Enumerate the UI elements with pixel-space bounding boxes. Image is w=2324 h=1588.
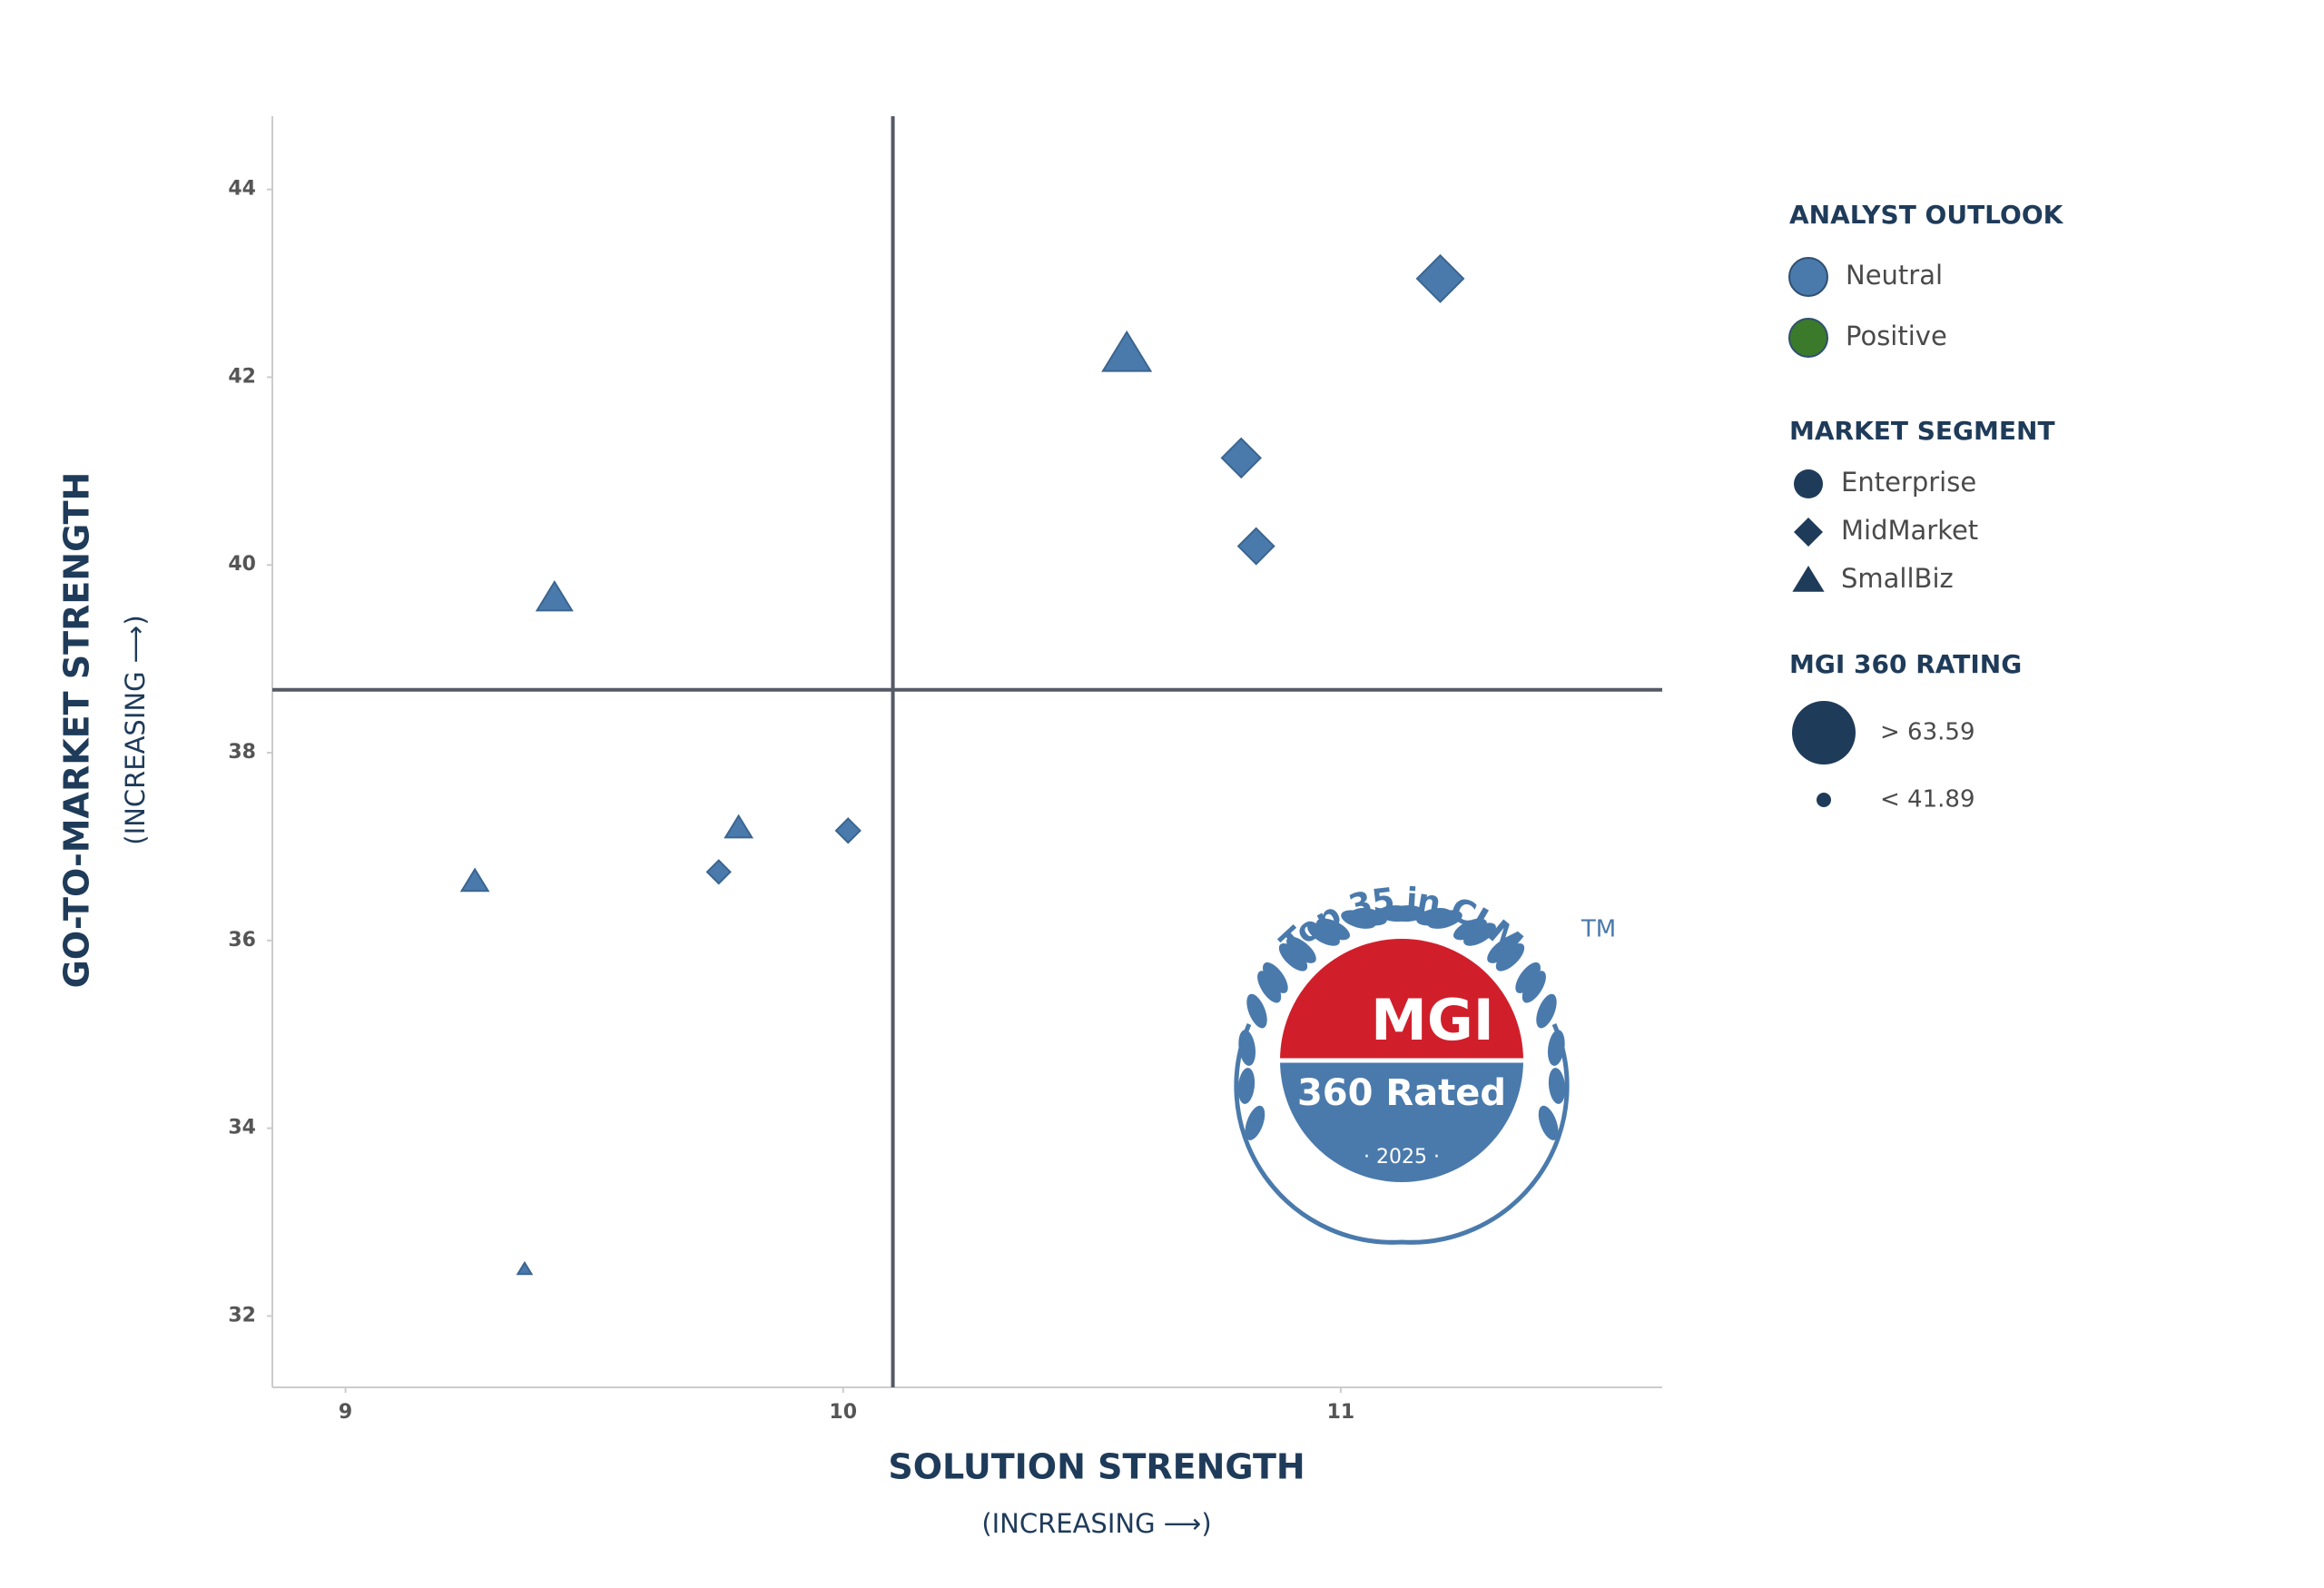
y-tick-label: 44 [228,178,256,201]
laurel-leaf [1286,936,1316,963]
legend-label: MidMarket [1841,515,1978,546]
y-tick-label: 38 [228,741,256,764]
laurel-leaf [1263,962,1288,993]
laurel-leaf [1257,971,1282,1003]
data-point [724,814,753,839]
laurel-leaf [1378,905,1414,922]
data-point [834,817,862,844]
x-tick-label: 9 [339,1401,352,1424]
laurel-leaf [1316,918,1351,941]
laurel-leaf [1278,942,1308,972]
laurel-leaf [1246,993,1267,1029]
data-point [1101,330,1153,372]
legend-swatch [1788,318,1828,358]
legend-label: Positive [1846,321,1947,351]
x-axis-title: SOLUTION STRENGTH [888,1447,1305,1487]
legend-swatch [1788,257,1828,297]
legend-label: Enterprise [1841,467,1976,498]
x-axis-subtitle: (INCREASING ⟶) [981,1508,1211,1539]
laurel-leaf [1245,1105,1265,1140]
laurel-stem [1234,1023,1570,1245]
x-tick-label: 10 [829,1401,857,1424]
badge-trademark: TM [1581,916,1616,943]
data-point [459,867,490,893]
x-tick-label: 11 [1327,1401,1355,1424]
laurel-leaf [1452,918,1487,941]
laurel-leaf [1237,1068,1256,1104]
legend-title: ANALYST OUTLOOK [1789,200,2064,230]
data-point [1220,437,1262,479]
laurel-leaf [1341,910,1376,929]
data-point [705,859,732,885]
data-point [535,580,574,612]
laurel-leaf [1515,962,1541,993]
legend-shape [1794,469,1823,498]
y-axis-title: GO-TO-MARKET STRENGTH [57,472,97,989]
y-tick-label: 40 [228,553,256,576]
legend-size [1817,793,1831,807]
y-tick-label: 32 [228,1304,256,1327]
y-tick-label: 42 [228,365,256,388]
legend-shape [1792,566,1825,592]
y-axis-subtitle: (INCREASING ⟶) [120,615,151,844]
y-tick-label: 36 [228,929,256,952]
legend-label: SmallBiz [1841,563,1954,594]
legend-label: > 63.59 [1880,719,1974,746]
legend-label: < 41.89 [1880,786,1974,814]
badge: MGI 360 Rated · 2025 · Top 35 in CLM TM [1234,882,1616,1245]
data-point [516,1260,534,1276]
laurel-leaf [1538,1105,1559,1140]
data-point [1236,527,1275,566]
laurel-leaf [1416,908,1452,926]
legend-title: MGI 360 RATING [1789,649,2022,679]
badge-top [1280,939,1523,1060]
legend-shape [1794,518,1823,547]
laurel-leaf [1463,922,1496,946]
y-tick-label: 34 [228,1117,256,1139]
laurel-leaf [1548,1068,1566,1104]
laurel-leaf [1487,936,1517,963]
legend-label: Neutral [1846,260,1943,291]
laurel-leaf [1521,971,1546,1003]
legend-title: MARKET SEGMENT [1789,416,2055,446]
badge-brand: MGI [1371,987,1494,1053]
badge-bottom [1280,1060,1523,1182]
badge-year: · 2025 · [1364,1146,1440,1169]
laurel-leaf [1307,922,1340,946]
laurel [1234,905,1570,1245]
data-point [1415,253,1465,303]
legend-size [1792,701,1856,764]
laurel-leaf [1536,993,1557,1029]
badge-subtitle: 360 Rated [1297,1072,1506,1114]
laurel-leaf [1495,942,1525,972]
